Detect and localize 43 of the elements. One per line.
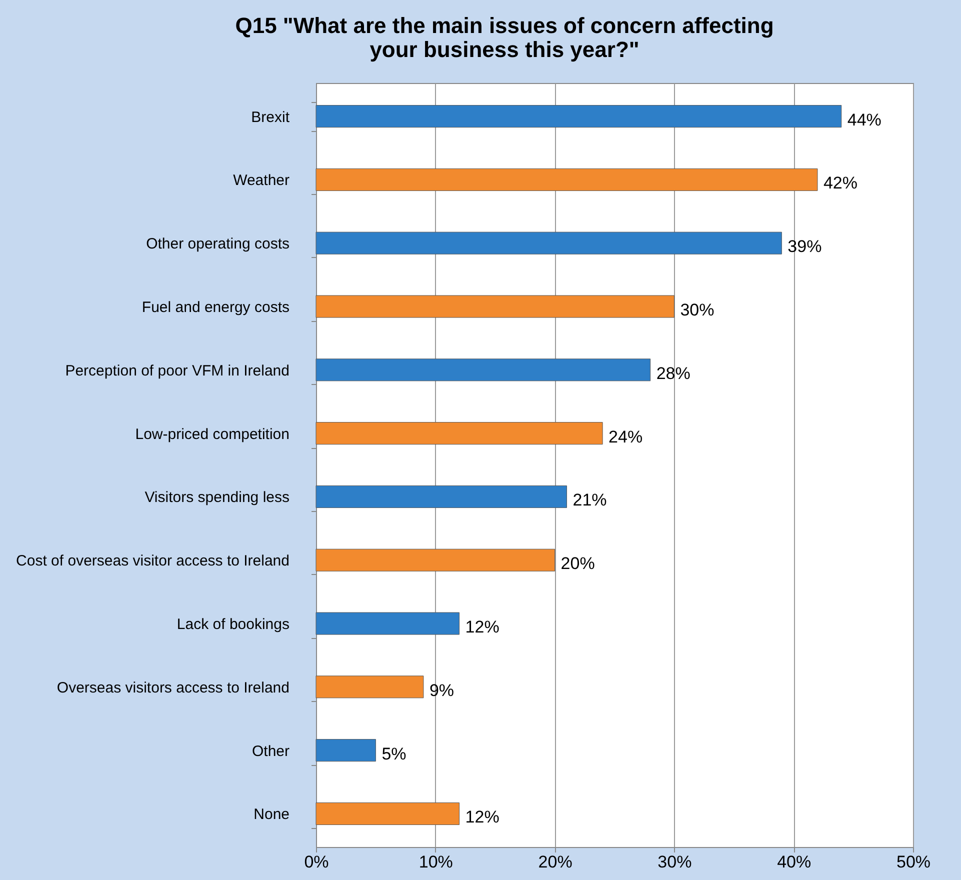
y-tick-label: Lack of bookings (176, 616, 290, 634)
x-tick-label: 40% (777, 852, 812, 872)
bar (316, 295, 674, 318)
x-tick-label: 30% (658, 852, 692, 872)
y-tick-label: Other (252, 742, 290, 760)
data-label: 5% (382, 744, 406, 764)
bar (316, 105, 842, 128)
bar (316, 168, 818, 191)
x-tick-label: 50% (896, 852, 931, 872)
bar (316, 422, 603, 445)
chart-title: Q15 "What are the main issues of concern affecting your business this year?" (235, 13, 774, 62)
y-tick-label: Brexit (251, 108, 290, 126)
data-label: 12% (465, 618, 500, 637)
data-label: 30% (680, 300, 714, 320)
data-label: 24% (608, 427, 643, 446)
bar (316, 612, 460, 635)
y-tick-label: Fuel and energy costs (142, 298, 290, 316)
bar (316, 358, 651, 382)
x-tick-label: 0% (304, 852, 329, 872)
bar (316, 548, 556, 572)
data-label: 9% (429, 680, 454, 700)
y-tick-label: Cost of overseas visitor access to Ireland (16, 552, 290, 570)
x-tick-label: 10% (418, 852, 453, 872)
bar (316, 802, 460, 825)
data-label: 12% (465, 808, 500, 827)
data-label: 28% (656, 364, 690, 383)
y-tick-label: Other operating costs (146, 236, 290, 253)
bar (316, 232, 782, 254)
y-tick-label: Perception of poor VFM in Ireland (65, 362, 290, 380)
data-label: 21% (572, 490, 607, 510)
bar (316, 676, 424, 698)
y-tick-label: Low-priced competition (135, 426, 290, 443)
x-tick-label: 20% (538, 852, 572, 872)
data-label: 39% (788, 237, 822, 256)
bar (316, 485, 567, 508)
y-tick-label: Overseas visitors access to Ireland (56, 679, 290, 696)
y-tick-label: None (254, 806, 290, 824)
data-label: 42% (823, 174, 858, 193)
y-tick-label: Weather (233, 172, 290, 190)
data-label: 44% (847, 110, 882, 130)
y-tick-label: Visitors spending less (144, 489, 290, 506)
bar (316, 739, 376, 762)
data-label: 20% (560, 554, 595, 574)
